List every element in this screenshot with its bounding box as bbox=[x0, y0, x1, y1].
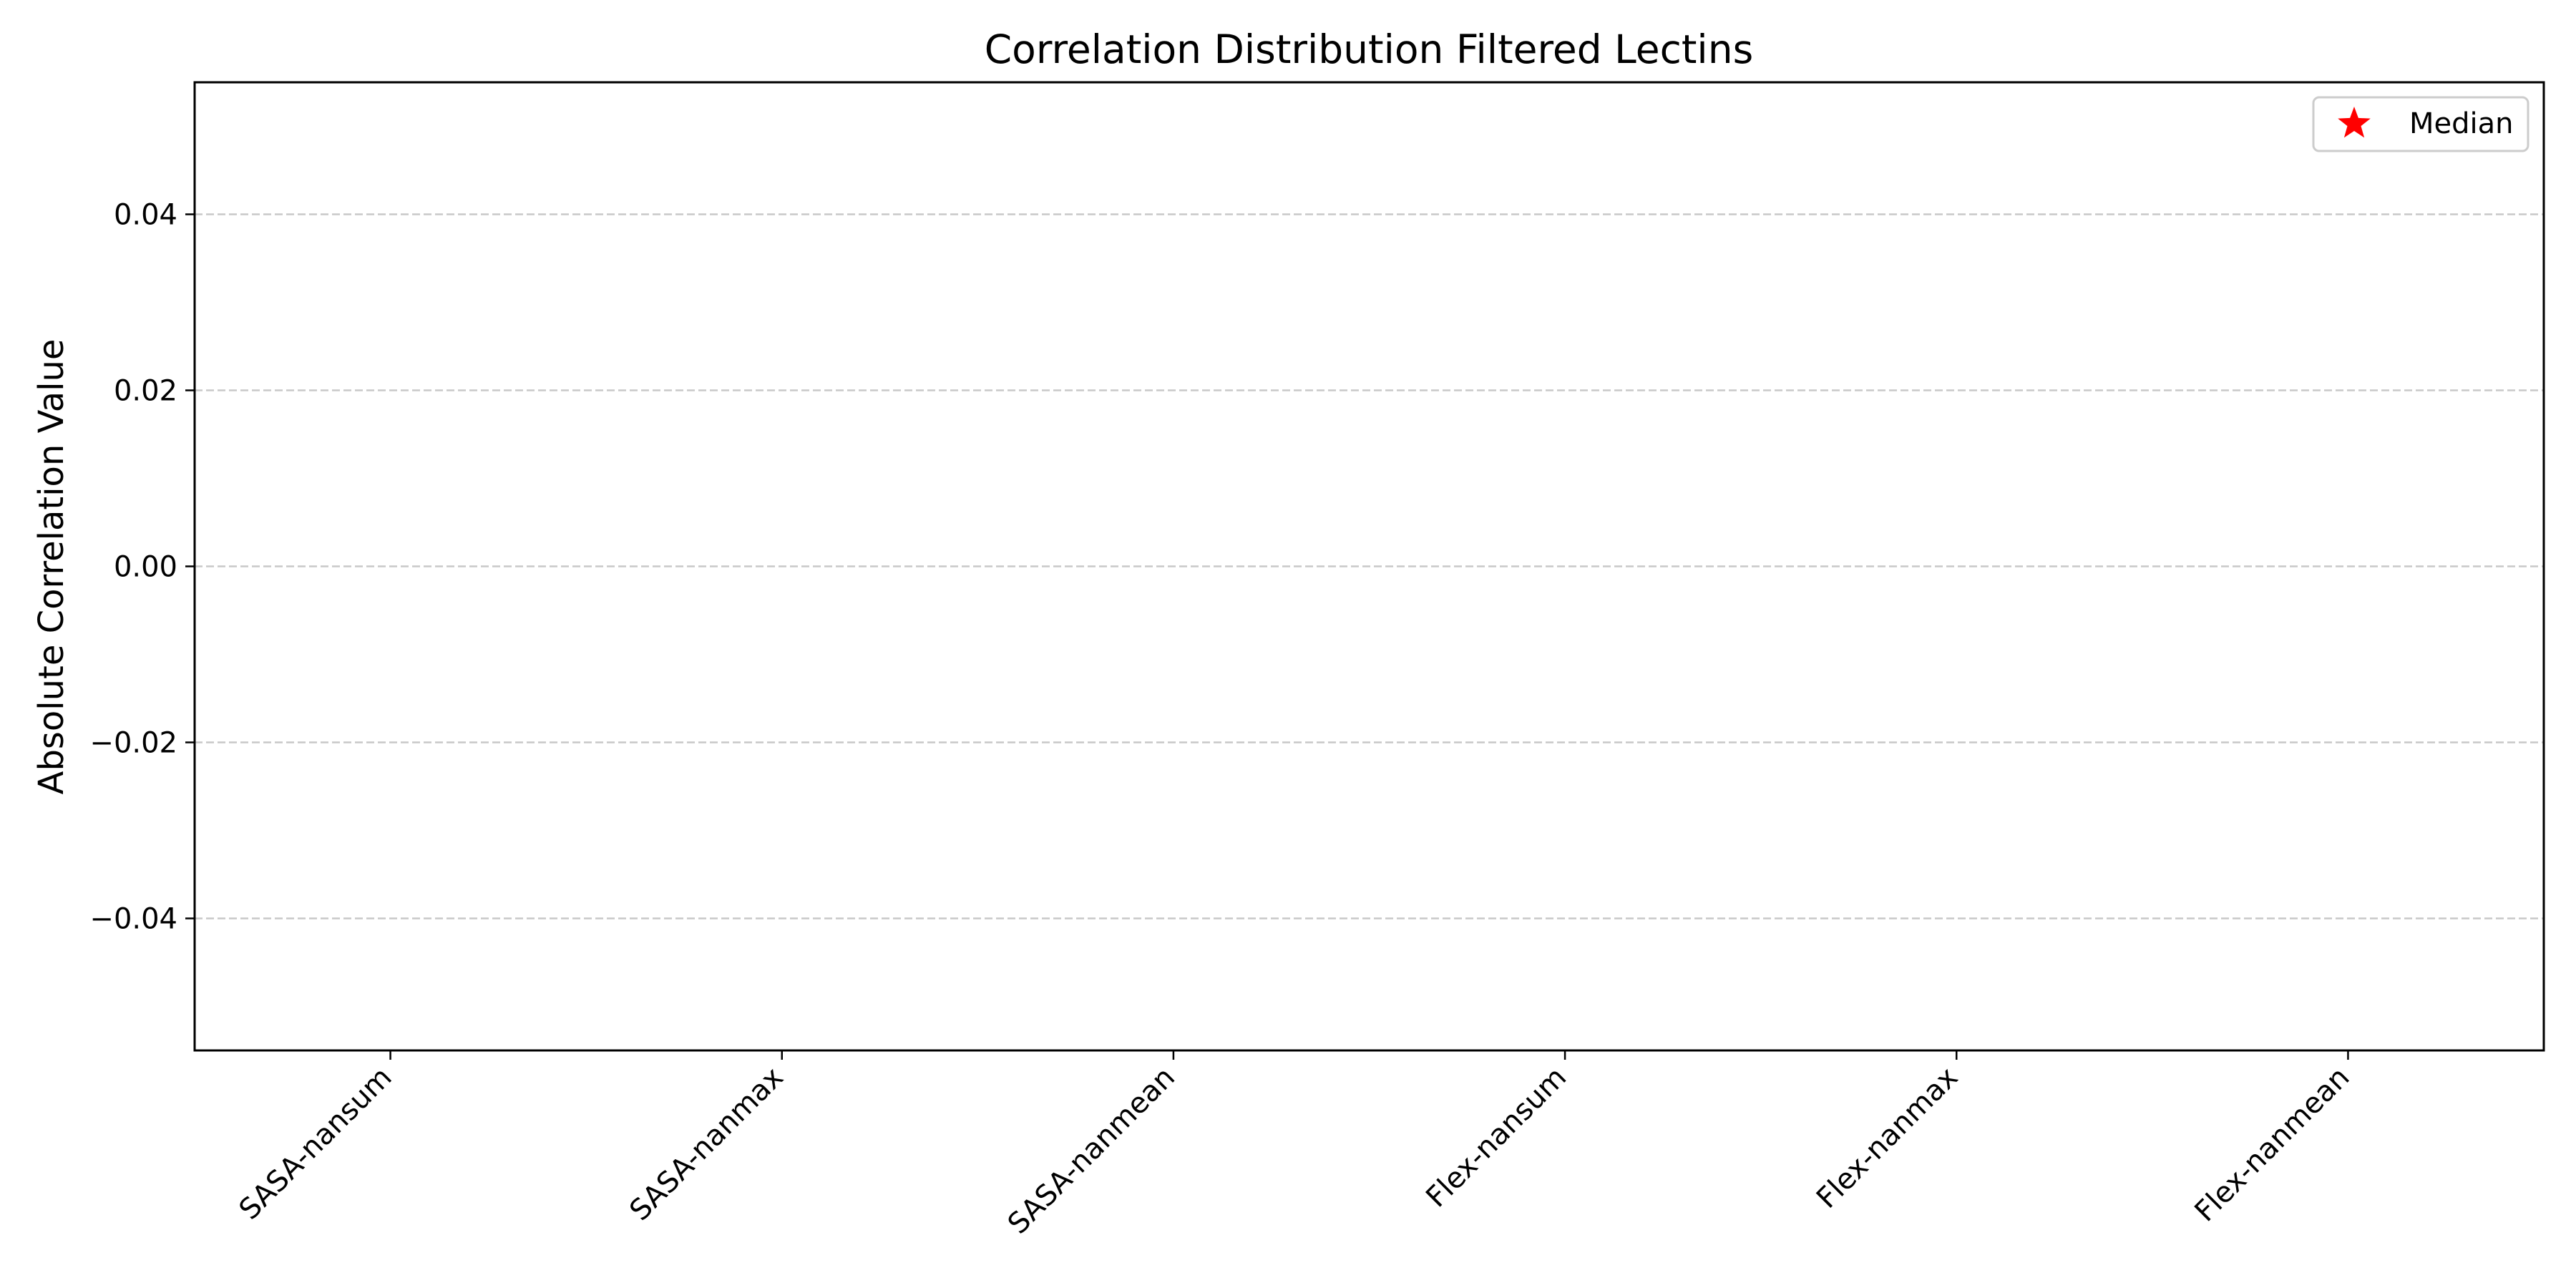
legend-entry-median: Median bbox=[2409, 107, 2514, 140]
x-tick-label: Flex-nanmax bbox=[1810, 1061, 1964, 1215]
x-tick-label: SASA-nanmean bbox=[1002, 1061, 1181, 1241]
legend: Median bbox=[2312, 96, 2529, 152]
x-axis: SASA-nansum SASA-nanmax SASA-nanmean Flex-n… bbox=[233, 1050, 2356, 1241]
y-tick-label: 0.02 bbox=[114, 375, 177, 408]
y-tick-label: −0.04 bbox=[89, 903, 177, 936]
x-tick-label: Flex-nansum bbox=[1420, 1061, 1573, 1214]
y-axis: −0.04 −0.02 0.00 0.02 0.04 bbox=[89, 199, 195, 936]
chart-title: Correlation Distribution Filtered Lectin… bbox=[985, 26, 1753, 72]
y-tick-label: 0.00 bbox=[114, 551, 177, 584]
grid-lines bbox=[195, 213, 2544, 919]
y-axis-label: Absolute Correlation Value bbox=[31, 339, 72, 795]
legend-box bbox=[2312, 96, 2529, 152]
x-tick-label: Flex-nanmean bbox=[2189, 1061, 2356, 1229]
x-tick-label: SASA-nansum bbox=[233, 1061, 398, 1226]
x-tick-label: SASA-nanmax bbox=[623, 1061, 790, 1228]
legend-star-icon bbox=[2338, 107, 2371, 138]
y-tick-label: −0.02 bbox=[89, 727, 177, 760]
y-tick-label: 0.04 bbox=[114, 199, 177, 232]
